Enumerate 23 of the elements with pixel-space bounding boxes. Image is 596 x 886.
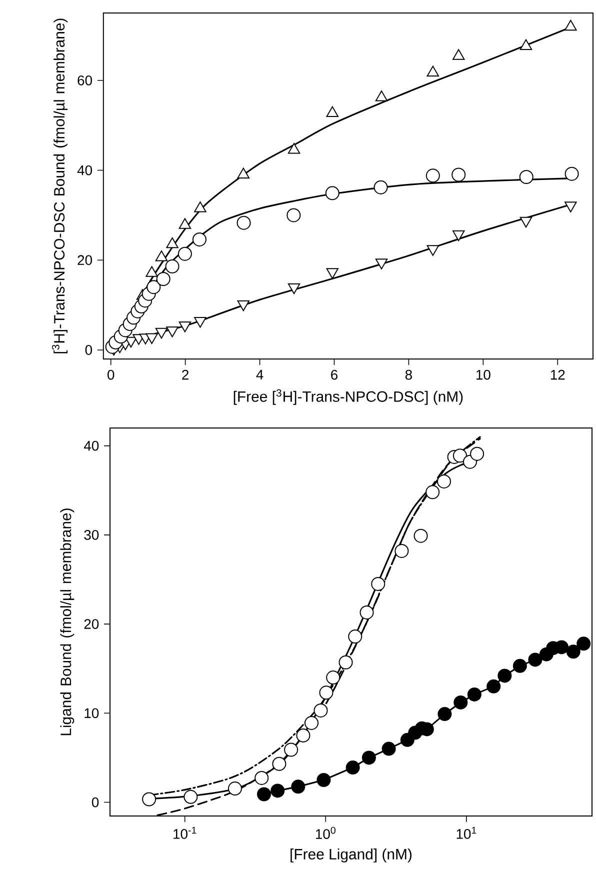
x-tick-label: 10 <box>476 370 490 380</box>
x-tick-label: 10$^{1}$ <box>456 826 476 839</box>
x-tick-label: 0 <box>108 370 114 380</box>
x-tick-label: 10$^{0}$ <box>316 826 336 840</box>
y-axis-title: Ligand Bound (fmol/µl membrane) <box>60 508 74 736</box>
y-tick-label: 20 <box>84 619 99 629</box>
y-tick-label: 30 <box>84 530 99 540</box>
y-tick-label: 10 <box>84 708 99 718</box>
y-tick-label: 40 <box>77 165 92 176</box>
x-tick-label: 4 <box>256 370 264 380</box>
y-axis-title: [$^{3}$H]-Trans-NPCO-DSC Bound (fmol/µl membrane) <box>52 18 68 354</box>
x-tick-label: 8 <box>405 370 412 380</box>
y-tick-label: 20 <box>78 255 92 266</box>
y-tick-label: 60 <box>78 75 92 86</box>
y-tick-label: 0 <box>85 345 92 355</box>
x-axis-title: [Free [$^{3}$H]-Trans-NPCO-DSC] (nM) <box>234 389 463 405</box>
x-axis-title: [Free Ligand] (nM) <box>290 848 412 862</box>
y-tick-label: 0 <box>92 797 99 808</box>
x-tick-label: 10$^{-1}$ <box>174 826 196 839</box>
x-tick-label: 6 <box>331 370 338 380</box>
x-tick-label: 2 <box>182 370 188 380</box>
y-tick-label: 40 <box>84 440 99 451</box>
x-tick-label: 12 <box>550 370 565 380</box>
